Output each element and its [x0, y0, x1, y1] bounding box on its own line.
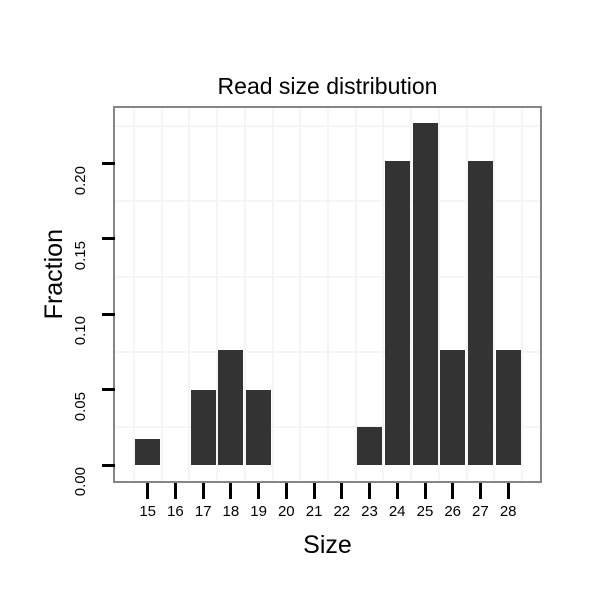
- x-tick-label: 23: [361, 503, 378, 520]
- minor-gridline-vertical: [243, 108, 246, 481]
- minor-gridline-horizontal: [115, 426, 540, 429]
- y-axis-title: Fraction: [40, 229, 68, 320]
- x-axis-title: Size: [303, 531, 352, 559]
- x-tick-label: 16: [167, 503, 184, 520]
- y-tick: [102, 237, 115, 241]
- minor-gridline-horizontal: [115, 275, 540, 278]
- x-tick-label: 21: [305, 503, 323, 520]
- x-tick-label: 15: [139, 503, 157, 520]
- minor-gridline-vertical: [216, 108, 218, 481]
- bar-19: [246, 389, 272, 465]
- minor-gridline-vertical: [493, 108, 496, 481]
- y-tick-label: 0.05: [72, 391, 89, 421]
- bar-17: [190, 389, 216, 465]
- y-tick: [102, 463, 115, 467]
- bar-18: [218, 350, 244, 465]
- x-tick-label: 17: [194, 503, 212, 520]
- x-tick-label: 19: [250, 503, 267, 520]
- x-tick-label: 24: [388, 503, 406, 520]
- y-tick-label: 0.00: [72, 467, 89, 497]
- x-tick-label: 26: [444, 503, 462, 520]
- x-tick-label: 25: [416, 503, 434, 520]
- y-tick-label: 0.10: [72, 316, 89, 346]
- x-tick: [340, 483, 344, 499]
- minor-gridline-vertical: [437, 108, 440, 481]
- y-tick-label: 0.15: [72, 240, 89, 271]
- x-tick: [173, 483, 177, 499]
- x-tick-label: 27: [472, 503, 489, 520]
- x-tick: [395, 483, 399, 499]
- x-tick: [451, 483, 455, 499]
- minor-gridline-vertical: [354, 108, 357, 481]
- x-tick: [423, 483, 427, 499]
- minor-gridline-horizontal: [115, 200, 540, 203]
- minor-gridline-vertical: [160, 108, 163, 481]
- minor-gridline-vertical: [521, 108, 523, 481]
- x-tick: [201, 483, 205, 499]
- bar-25: [412, 122, 438, 465]
- bar-28: [495, 350, 521, 465]
- y-tick-label: 0.20: [72, 165, 89, 195]
- y-tick: [102, 312, 115, 316]
- x-tick: [146, 483, 150, 499]
- minor-gridline-vertical: [382, 108, 385, 481]
- bar-26: [440, 350, 466, 465]
- bar-24: [384, 160, 410, 465]
- chart-title: Read size distribution: [217, 73, 438, 99]
- minor-gridline-vertical: [299, 108, 302, 481]
- x-tick: [312, 483, 316, 499]
- x-tick: [506, 483, 510, 499]
- x-tick: [284, 483, 288, 499]
- minor-gridline-vertical: [326, 108, 329, 481]
- x-tick-label: 18: [222, 503, 240, 520]
- x-tick-label: 22: [333, 503, 351, 520]
- minor-gridline-vertical: [271, 108, 274, 481]
- minor-gridline-vertical: [465, 108, 468, 481]
- bar-27: [467, 160, 493, 465]
- plot-panel: [113, 106, 542, 483]
- bar-15: [135, 439, 161, 465]
- minor-gridline-horizontal: [115, 124, 540, 127]
- minor-gridline-horizontal: [115, 350, 540, 353]
- y-tick: [102, 388, 115, 392]
- x-tick-label: 20: [277, 503, 295, 520]
- minor-gridline-vertical: [410, 108, 413, 481]
- minor-gridline-vertical: [188, 108, 191, 481]
- x-tick: [229, 483, 233, 499]
- bar-23: [357, 427, 382, 465]
- x-tick-label: 28: [499, 503, 517, 520]
- y-tick: [102, 162, 115, 165]
- x-tick: [257, 483, 261, 499]
- x-tick: [478, 483, 482, 499]
- x-tick: [368, 483, 371, 499]
- minor-gridline-vertical: [132, 108, 135, 481]
